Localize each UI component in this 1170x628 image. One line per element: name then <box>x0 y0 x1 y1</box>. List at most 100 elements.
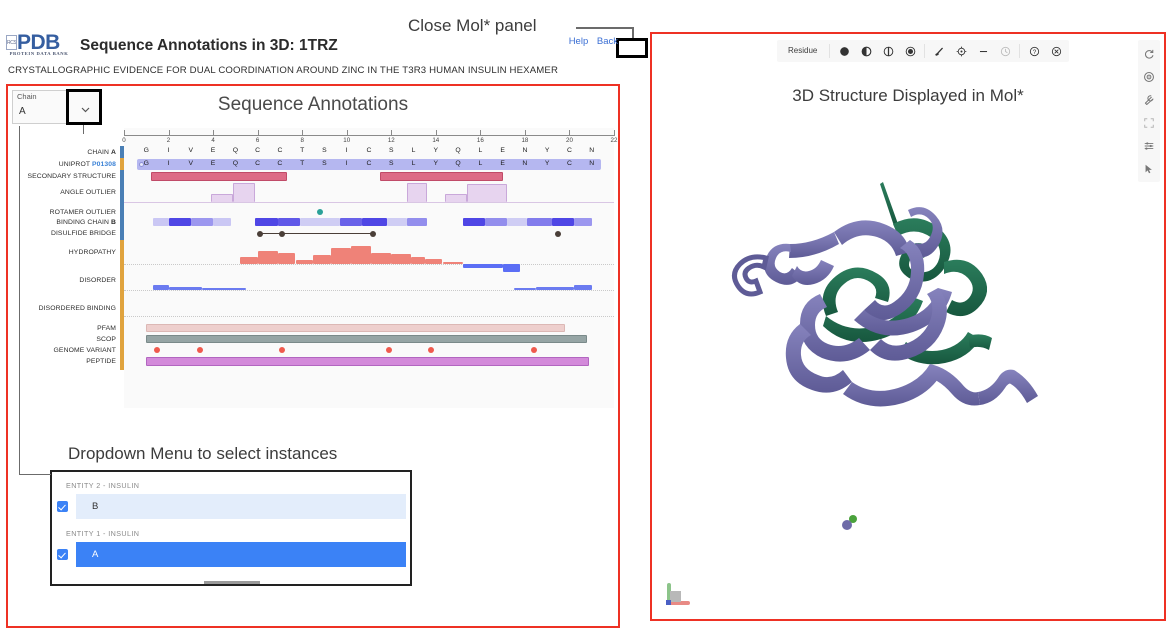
help-icon[interactable]: ? <box>1023 40 1045 62</box>
track-label-pfam[interactable]: PFAM <box>97 325 116 332</box>
disorder-bar[interactable] <box>513 288 537 290</box>
select-all-icon[interactable] <box>833 40 855 62</box>
binding-site-block[interactable] <box>299 218 341 226</box>
chain-select[interactable]: Chain A <box>12 90 100 124</box>
disulfide-bridge-dot[interactable] <box>279 230 286 237</box>
uniprot-residue-letter[interactable]: Y <box>433 160 439 167</box>
checkbox-checked-icon[interactable] <box>57 549 68 560</box>
binding-site-block[interactable] <box>551 218 574 226</box>
genome-variant-dot[interactable] <box>154 347 161 353</box>
molstar-side-toolbar[interactable] <box>1138 40 1160 182</box>
dropdown-instance-b[interactable]: B <box>56 494 406 519</box>
scop-domain[interactable] <box>146 335 588 343</box>
genome-variant-dot[interactable] <box>196 347 203 353</box>
target-icon[interactable] <box>950 40 972 62</box>
residue-letter[interactable]: Y <box>433 147 439 154</box>
uniprot-residue-letter[interactable]: N <box>589 160 595 167</box>
checkbox-checked-icon[interactable] <box>57 501 68 512</box>
residue-letter[interactable]: Q <box>455 147 461 154</box>
secondary-structure-helix[interactable] <box>380 172 503 181</box>
molstar-viewer-panel[interactable]: Residue <box>650 32 1166 621</box>
select-mode-cursor-icon[interactable] <box>1138 157 1160 180</box>
uniprot-residue-letter[interactable]: S <box>388 160 394 167</box>
disulfide-bridge-dot[interactable] <box>370 230 377 237</box>
binding-site-block[interactable] <box>255 218 278 226</box>
binding-site-block[interactable] <box>152 218 169 226</box>
hydropathy-bar-negative[interactable] <box>462 264 503 269</box>
residue-letter[interactable]: V <box>188 147 194 154</box>
residue-letter[interactable]: T <box>300 147 305 154</box>
instance-dropdown-menu[interactable]: ENTITY 2 - INSULIN B ENTITY 1 - INSULIN A <box>50 470 412 586</box>
screenshot-icon[interactable] <box>1138 65 1160 88</box>
track-label-rotamer_outlier[interactable]: ROTAMER OUTLIER <box>49 209 116 216</box>
uniprot-residue-letter[interactable]: L <box>478 160 483 167</box>
residue-letter[interactable]: I <box>345 147 348 154</box>
track-label-disordered_binding[interactable]: DISORDERED BINDING <box>38 305 116 312</box>
close-icon[interactable] <box>1045 40 1067 62</box>
chevron-down-icon[interactable] <box>80 104 91 115</box>
residue-letter[interactable]: I <box>167 147 170 154</box>
controls-sliders-icon[interactable] <box>1138 134 1160 157</box>
uniprot-residue-letter[interactable]: S <box>322 160 327 167</box>
binding-site-block[interactable] <box>340 218 363 226</box>
hydropathy-bar-positive[interactable] <box>295 260 314 264</box>
binding-site-block[interactable] <box>527 218 552 226</box>
disorder-bar[interactable] <box>152 285 169 290</box>
hydropathy-bar-positive[interactable] <box>239 257 258 264</box>
hydropathy-bar-positive[interactable] <box>257 250 278 264</box>
disorder-bar[interactable] <box>168 287 202 290</box>
track-label-uniprot[interactable]: UNIPROT P01308 <box>58 161 116 168</box>
rotamer-outlier-dot[interactable] <box>317 209 323 215</box>
residue-letter[interactable]: L <box>478 147 483 154</box>
hydropathy-bar-positive[interactable] <box>424 258 443 264</box>
disulfide-bridge-dot[interactable] <box>256 230 263 237</box>
uniprot-residue-letter[interactable]: E <box>210 160 216 167</box>
uniprot-residue-letter[interactable]: Q <box>455 160 461 167</box>
binding-site-block[interactable] <box>190 218 214 226</box>
residue-letter[interactable]: N <box>589 147 595 154</box>
uniprot-residue-letter[interactable]: C <box>255 160 261 167</box>
uniprot-residue-letter[interactable]: I <box>345 160 348 167</box>
settings-wrench-icon[interactable] <box>1138 88 1160 111</box>
select-half-icon[interactable] <box>855 40 877 62</box>
back-link[interactable]: Back <box>596 36 618 47</box>
minus-icon[interactable] <box>972 40 994 62</box>
uniprot-residue-letter[interactable]: Y <box>544 160 550 167</box>
peptide-region[interactable] <box>146 357 590 366</box>
residue-letter[interactable]: E <box>500 147 505 154</box>
hydropathy-bar-positive[interactable] <box>371 252 392 264</box>
uniprot-residue-letter[interactable]: C <box>366 160 372 167</box>
track-label-binding_chain[interactable]: BINDING CHAIN B <box>56 219 116 226</box>
ion-spheres[interactable] <box>838 512 864 534</box>
residue-letter[interactable]: S <box>388 147 394 154</box>
dropdown-scrollbar[interactable] <box>204 581 260 584</box>
angle-outlier-bar[interactable] <box>210 194 234 202</box>
disorder-bar[interactable] <box>536 287 574 290</box>
binding-site-block[interactable] <box>362 218 387 226</box>
pfam-domain[interactable] <box>146 324 565 332</box>
binding-site-block[interactable] <box>277 218 300 226</box>
track-label-hydropathy[interactable]: HYDROPATHY <box>68 249 116 256</box>
uniprot-residue-letter[interactable]: Q <box>232 160 239 167</box>
disorder-bar[interactable] <box>573 284 592 290</box>
disorder-bar[interactable] <box>201 288 247 290</box>
granularity-label[interactable]: Residue <box>788 46 818 55</box>
help-link[interactable]: Help <box>568 36 589 47</box>
track-label-angle_outlier[interactable]: ANGLE OUTLIER <box>60 189 116 196</box>
residue-letter[interactable]: C <box>366 147 372 154</box>
residue-letter[interactable]: L <box>411 147 416 154</box>
hydropathy-bar-positive[interactable] <box>391 253 412 264</box>
fullscreen-icon[interactable] <box>1138 111 1160 134</box>
residue-letter[interactable]: G <box>143 147 149 154</box>
uniprot-residue-letter[interactable]: V <box>188 160 194 167</box>
hydropathy-bar-negative[interactable] <box>502 264 521 273</box>
binding-site-block[interactable] <box>168 218 191 226</box>
binding-site-block[interactable] <box>484 218 508 226</box>
track-label-disulfide[interactable]: DISULFIDE BRIDGE <box>50 230 116 237</box>
uniprot-residue-letter[interactable]: T <box>300 160 305 167</box>
protein-ribbon-structure[interactable] <box>730 166 1060 456</box>
history-icon[interactable] <box>994 40 1016 62</box>
rcsb-pdb-logo[interactable]: RCSB PDB PROTEIN DATA BANK <box>6 32 72 58</box>
